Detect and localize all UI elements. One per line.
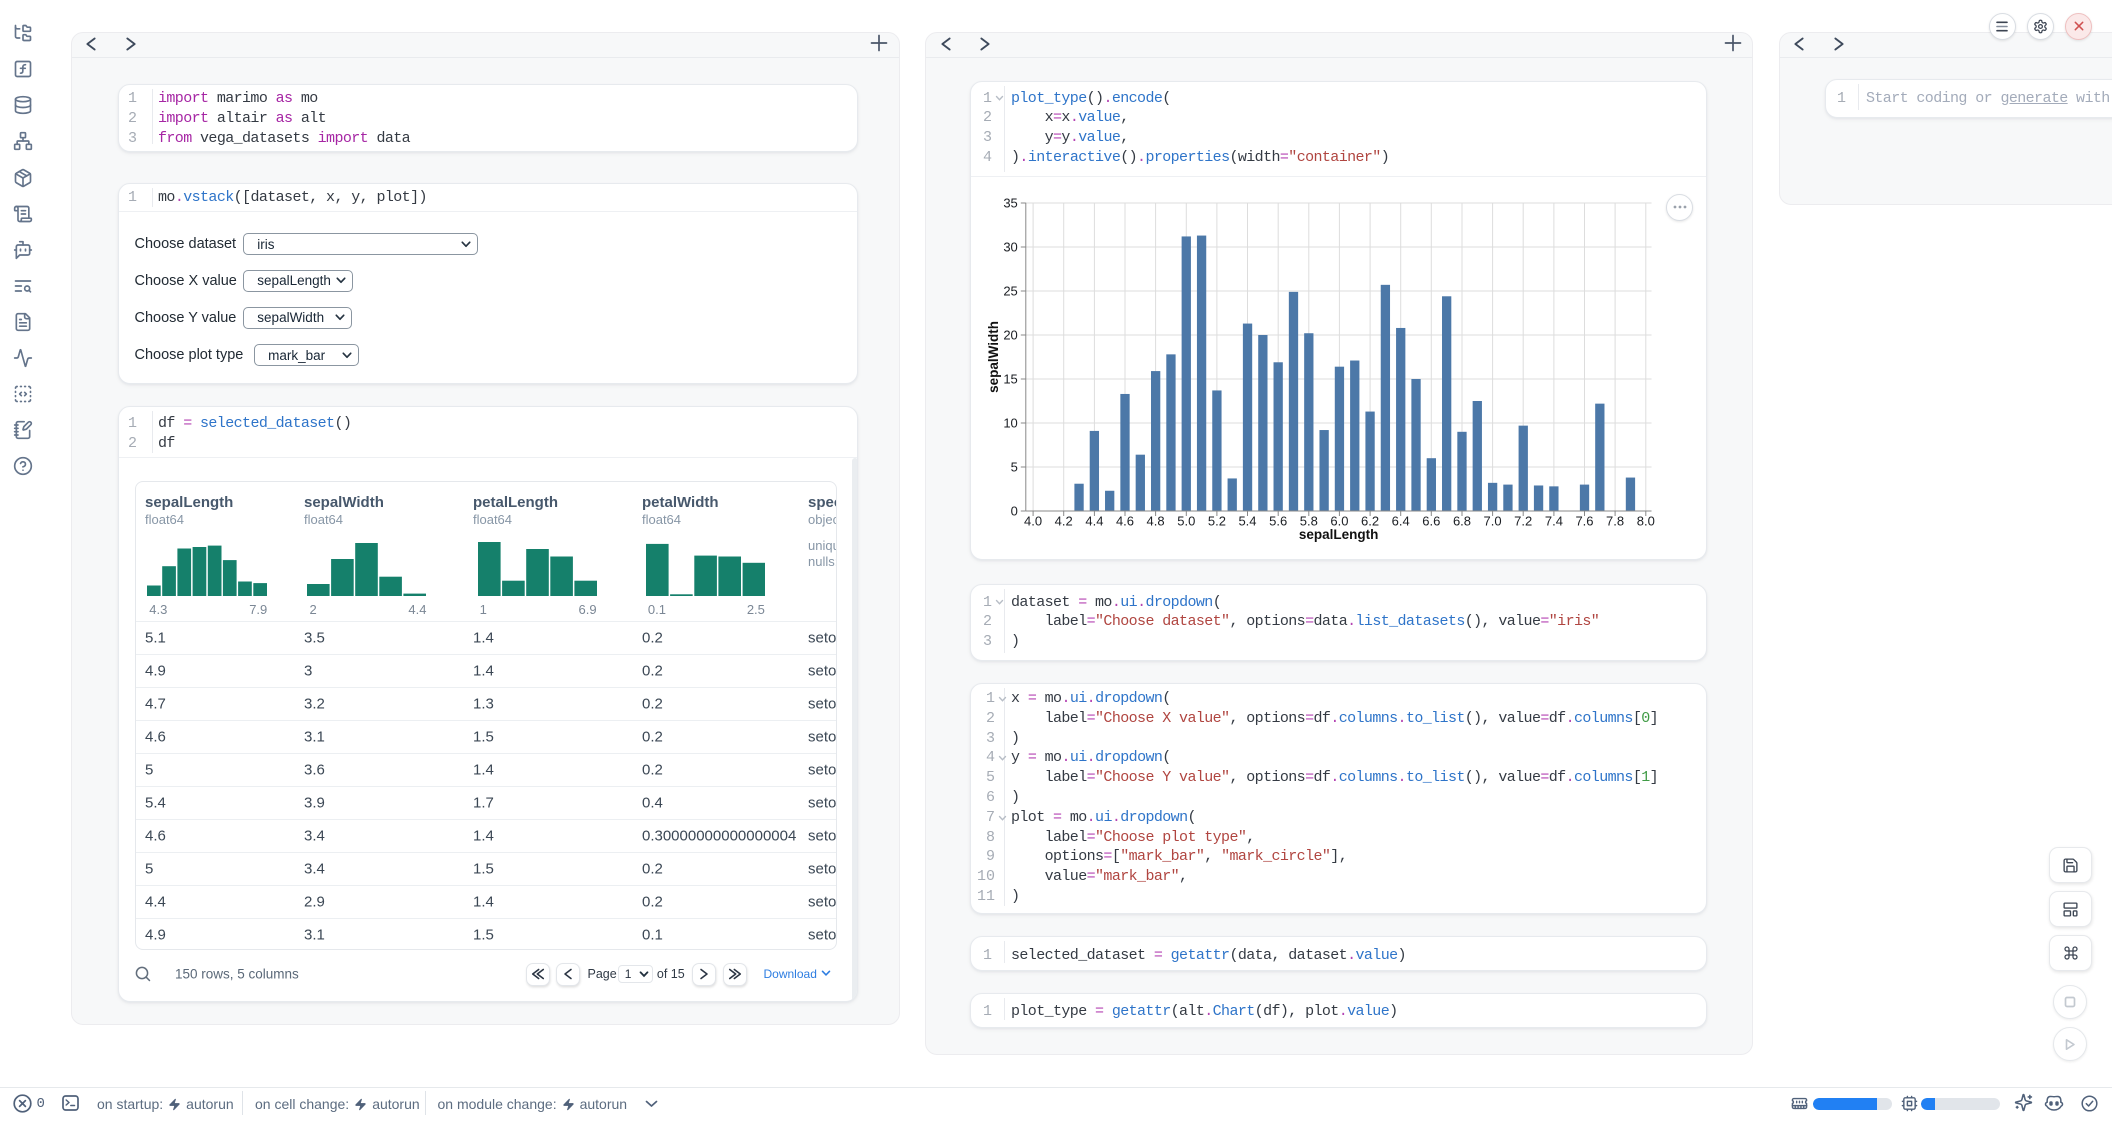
svg-text:4.4: 4.4 (1085, 513, 1103, 528)
svg-text:6.0: 6.0 (1330, 513, 1348, 528)
svg-text:6.4: 6.4 (1392, 513, 1410, 528)
svg-text:35: 35 (1003, 195, 1017, 210)
svg-text:7.0: 7.0 (1484, 513, 1502, 528)
svg-text:10: 10 (1003, 415, 1017, 430)
svg-text:0: 0 (1011, 503, 1018, 518)
svg-text:4.0: 4.0 (1024, 513, 1042, 528)
svg-text:7.4: 7.4 (1545, 513, 1563, 528)
svg-text:sepalLength: sepalLength (1299, 527, 1379, 542)
svg-text:5.0: 5.0 (1177, 513, 1195, 528)
svg-text:6.6: 6.6 (1422, 513, 1440, 528)
svg-text:5: 5 (1011, 459, 1018, 474)
svg-text:20: 20 (1003, 327, 1017, 342)
svg-text:sepalWidth: sepalWidth (986, 321, 1001, 393)
svg-text:25: 25 (1003, 283, 1017, 298)
svg-text:7.6: 7.6 (1575, 513, 1593, 528)
svg-text:4.2: 4.2 (1055, 513, 1073, 528)
svg-text:7.2: 7.2 (1514, 513, 1532, 528)
svg-text:5.2: 5.2 (1208, 513, 1226, 528)
svg-text:15: 15 (1003, 371, 1017, 386)
svg-text:8.0: 8.0 (1637, 513, 1655, 528)
svg-text:5.6: 5.6 (1269, 513, 1287, 528)
svg-text:5.8: 5.8 (1300, 513, 1318, 528)
svg-text:6.2: 6.2 (1361, 513, 1379, 528)
svg-text:6.8: 6.8 (1453, 513, 1471, 528)
svg-text:30: 30 (1003, 239, 1017, 254)
svg-text:5.4: 5.4 (1238, 513, 1256, 528)
svg-text:7.8: 7.8 (1606, 513, 1624, 528)
svg-text:4.6: 4.6 (1116, 513, 1134, 528)
svg-text:4.8: 4.8 (1147, 513, 1165, 528)
